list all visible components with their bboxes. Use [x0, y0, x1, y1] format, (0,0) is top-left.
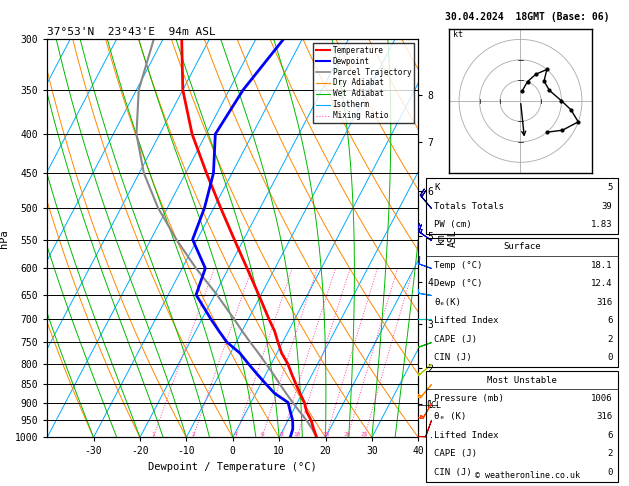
- Text: LCL: LCL: [426, 401, 441, 410]
- Text: CAPE (J): CAPE (J): [434, 335, 477, 344]
- Text: 6: 6: [260, 433, 264, 437]
- Text: 6: 6: [607, 431, 613, 440]
- Text: 0: 0: [607, 468, 613, 477]
- Text: Temp (°C): Temp (°C): [434, 261, 482, 270]
- Text: 18.1: 18.1: [591, 261, 613, 270]
- Text: 37°53'N  23°43'E  94m ASL: 37°53'N 23°43'E 94m ASL: [47, 27, 216, 37]
- Text: 10: 10: [293, 433, 301, 437]
- Text: 1: 1: [152, 433, 155, 437]
- Text: 0: 0: [607, 353, 613, 362]
- Text: 4: 4: [234, 433, 238, 437]
- Text: θₑ(K): θₑ(K): [434, 298, 461, 307]
- Text: 5: 5: [607, 183, 613, 192]
- Text: 2: 2: [607, 335, 613, 344]
- Text: Pressure (mb): Pressure (mb): [434, 394, 504, 403]
- Text: 20: 20: [343, 433, 351, 437]
- Text: 12.4: 12.4: [591, 279, 613, 288]
- Text: CIN (J): CIN (J): [434, 468, 472, 477]
- Text: Most Unstable: Most Unstable: [487, 376, 557, 384]
- Text: 1.83: 1.83: [591, 220, 613, 229]
- Text: 15: 15: [322, 433, 330, 437]
- X-axis label: Dewpoint / Temperature (°C): Dewpoint / Temperature (°C): [148, 462, 317, 472]
- Text: Lifted Index: Lifted Index: [434, 316, 499, 325]
- Text: kt: kt: [453, 30, 463, 39]
- Text: CIN (J): CIN (J): [434, 353, 472, 362]
- Text: CAPE (J): CAPE (J): [434, 450, 477, 458]
- Text: 2: 2: [607, 450, 613, 458]
- Text: Lifted Index: Lifted Index: [434, 431, 499, 440]
- Text: 1006: 1006: [591, 394, 613, 403]
- Legend: Temperature, Dewpoint, Parcel Trajectory, Dry Adiabat, Wet Adiabat, Isotherm, Mi: Temperature, Dewpoint, Parcel Trajectory…: [313, 43, 415, 123]
- Text: © weatheronline.co.uk: © weatheronline.co.uk: [475, 471, 579, 480]
- Text: 8: 8: [280, 433, 284, 437]
- Text: 316: 316: [596, 298, 613, 307]
- Text: Surface: Surface: [504, 243, 541, 251]
- Text: Dewp (°C): Dewp (°C): [434, 279, 482, 288]
- Text: K: K: [434, 183, 440, 192]
- Text: 6: 6: [607, 316, 613, 325]
- Text: 2: 2: [191, 433, 195, 437]
- Text: 39: 39: [602, 202, 613, 210]
- Text: 25: 25: [360, 433, 368, 437]
- Text: Totals Totals: Totals Totals: [434, 202, 504, 210]
- Text: θₑ (K): θₑ (K): [434, 413, 466, 421]
- Y-axis label: hPa: hPa: [0, 229, 9, 247]
- Text: 30.04.2024  18GMT (Base: 06): 30.04.2024 18GMT (Base: 06): [445, 12, 610, 22]
- Text: PW (cm): PW (cm): [434, 220, 472, 229]
- Text: 316: 316: [596, 413, 613, 421]
- Y-axis label: km
ASL: km ASL: [436, 229, 457, 247]
